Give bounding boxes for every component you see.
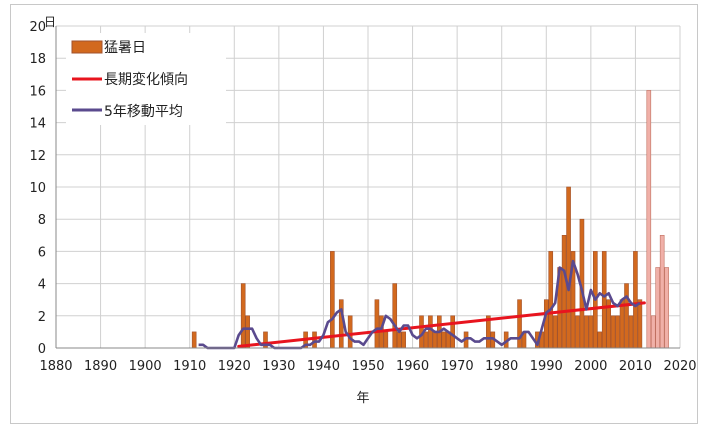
heat-days-bar <box>552 315 558 349</box>
x-tick-label: 2020 <box>663 359 696 374</box>
heat-days-bar <box>396 331 402 349</box>
x-tick-label: 1940 <box>307 359 340 374</box>
heat-days-bar <box>624 283 629 349</box>
x-tick-label: 1970 <box>441 359 474 374</box>
y-tick-label: 18 <box>29 52 46 67</box>
x-tick-label: 1960 <box>396 359 429 374</box>
recent-heat-days-bar <box>659 235 665 349</box>
y-tick-label: 20 <box>29 20 46 35</box>
x-tick-label: 1990 <box>530 359 563 374</box>
heat-days-bar <box>450 315 455 349</box>
heat-days-bar <box>245 315 250 349</box>
heat-days-bar <box>338 299 344 349</box>
heat-days-bar <box>566 186 571 349</box>
heat-days-bar <box>588 315 594 349</box>
heat-days-bar <box>610 315 616 349</box>
heat-days-bar <box>330 251 335 349</box>
y-axis-unit: 日 <box>44 15 56 29</box>
heat-days-bar <box>637 299 643 349</box>
heat-days-bar <box>428 315 433 349</box>
y-tick-label: 6 <box>38 245 46 260</box>
x-tick-label: 1890 <box>84 359 117 374</box>
y-tick-label: 16 <box>29 84 46 99</box>
heat-days-bar <box>561 235 567 349</box>
trend-line <box>237 301 646 348</box>
x-tick-label: 2000 <box>574 359 607 374</box>
heat-days-bar <box>401 331 406 349</box>
x-tick-label: 1910 <box>173 359 206 374</box>
recent-heat-days-bar <box>646 90 652 349</box>
heat-days-bar <box>392 283 398 349</box>
x-tick-label: 1950 <box>351 359 384 374</box>
heat-days-bar <box>423 331 429 349</box>
x-tick-label: 1920 <box>218 359 251 374</box>
heat-days-bar <box>191 331 197 349</box>
y-tick-label: 0 <box>38 342 46 357</box>
recent-heat-days-bar <box>650 315 656 349</box>
y-tick-label: 12 <box>29 149 46 164</box>
heat-days-bar <box>240 283 246 349</box>
x-tick-label: 2010 <box>619 359 652 374</box>
heat-days-bar <box>597 331 603 349</box>
heat-days-bar <box>374 299 380 349</box>
heat-days-bar <box>628 315 634 349</box>
legend-label-moving-average: 5年移動平均 <box>104 104 183 120</box>
x-axis-label: 年 <box>356 391 369 406</box>
heat-days-bar <box>615 315 620 349</box>
heat-days-bar <box>441 331 447 349</box>
heat-days-bar <box>347 315 353 349</box>
heat-days-bar <box>633 251 638 349</box>
y-tick-label: 2 <box>38 310 46 325</box>
heat-days-bar <box>543 299 549 349</box>
heat-days-bar <box>575 315 580 349</box>
y-tick-label: 14 <box>29 117 46 132</box>
heat-days-bar <box>383 331 389 349</box>
legend: 猛暑日 長期変化傾向 5年移動平均 <box>66 33 226 125</box>
recent-heat-days-bar <box>664 267 669 349</box>
heat-days-bar <box>548 251 554 349</box>
heat-days-bar <box>601 251 607 349</box>
legend-label-heat-days: 猛暑日 <box>104 40 146 56</box>
y-tick-label: 8 <box>38 213 46 228</box>
heat-days-bar <box>432 331 438 349</box>
recent-heat-days-bar <box>655 267 661 349</box>
x-tick-label: 1980 <box>485 359 518 374</box>
x-tick-label: 1900 <box>129 359 162 374</box>
x-tick-label: 1930 <box>262 359 295 374</box>
heat-days-bar <box>584 315 589 349</box>
heat-days-bar <box>517 299 522 349</box>
x-tick-label: 1880 <box>39 359 72 374</box>
chart-frame <box>10 4 698 424</box>
heat-days-bar <box>312 331 317 349</box>
legend-bar-swatch <box>71 40 103 54</box>
y-tick-label: 4 <box>38 278 46 293</box>
legend-label-trend: 長期変化傾向 <box>104 71 188 88</box>
y-tick-label: 10 <box>29 181 46 196</box>
moving-average-line <box>198 259 641 350</box>
